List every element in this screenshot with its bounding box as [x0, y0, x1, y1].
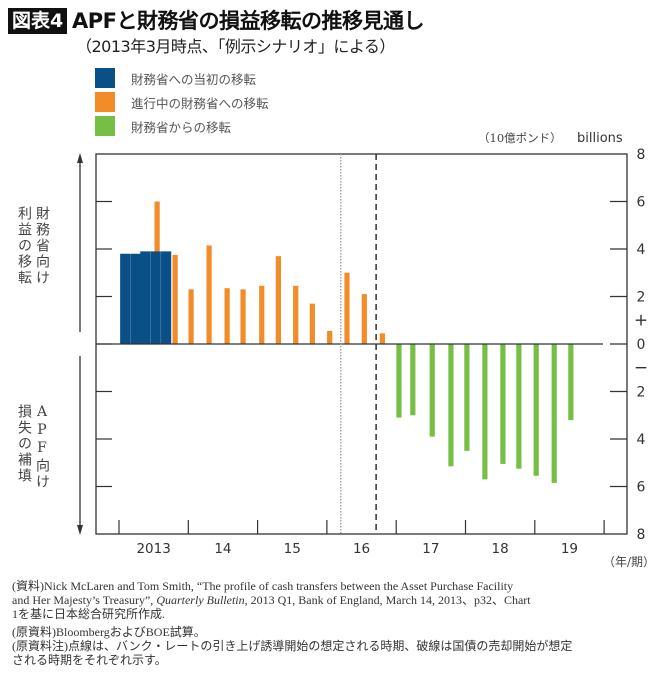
unit-label-en: billions [577, 131, 623, 146]
bar-series-2 [344, 272, 350, 344]
x-tick-label: 2013 [136, 541, 170, 557]
bar-series-2 [361, 294, 367, 344]
legend-item-initial: 財務省への当初の移転 [95, 68, 256, 88]
x-tick-label: 14 [214, 541, 231, 557]
bar-series-1 [140, 251, 151, 344]
legend-item-ongoing: 進行中の財務省への移転 [95, 92, 269, 112]
source-publication: Quarterly Bulletin [156, 593, 245, 607]
legend-label: 進行中の財務省への移転 [131, 95, 269, 111]
bar-series-3 [482, 344, 488, 480]
note-line: (原資料注)点線は、バンク・レートの引き上げ誘導開始の想定される時期、破線は国債… [12, 639, 573, 653]
bar-series-3 [516, 344, 522, 469]
source-line: 1を基に日本総合研究所作成. [12, 607, 166, 621]
y-tick-label: 4 [637, 432, 646, 448]
source-notes: (資料)Nick McLaren and Tom Smith, “The pro… [12, 579, 572, 667]
y-tick-label: 8 [637, 147, 646, 163]
x-tick-label: 19 [561, 541, 578, 557]
bar-series-2 [275, 256, 281, 344]
y-tick-label: − [634, 358, 648, 378]
bar-series-2 [206, 245, 212, 344]
figure-badge: 図表4 [8, 8, 68, 34]
bar-series-3 [429, 344, 435, 437]
bar-series-2 [309, 303, 315, 344]
chart-title: APFと財務省の損益移転の推移見通し [72, 9, 425, 33]
lower-axis-label-left: 損失の補填 [16, 404, 32, 484]
legend-swatch [95, 92, 115, 112]
bar-series-2 [293, 285, 299, 344]
bar-series-2 [259, 285, 265, 344]
bar-series-3 [410, 344, 416, 416]
y-tick-label: + [634, 310, 648, 330]
note-line: される時期をそれぞれ示す。 [12, 653, 167, 667]
x-tick-label: 17 [422, 541, 439, 557]
legend-label: 財務省からの移転 [131, 119, 232, 135]
bar-series-2 [224, 288, 230, 344]
bar-series-3 [568, 344, 574, 420]
y-tick-label: 8 [637, 527, 646, 543]
legend-swatch [95, 116, 115, 136]
y-tick-label: 2 [637, 385, 646, 401]
y-tick-label: 6 [637, 480, 646, 496]
bar-series-3 [396, 344, 402, 418]
upper-axis-label-right: 財務省向け [34, 206, 50, 286]
bar-series-3 [448, 344, 454, 467]
x-axis-unit: （年/期） [603, 555, 656, 569]
y-tick-label: 4 [637, 242, 646, 258]
bar-series-2 [172, 254, 178, 344]
source-text: and Her Majesty’s Treasury”, [12, 593, 157, 607]
up-arrow-icon [77, 153, 83, 163]
source-line: and Her Majesty’s Treasury”, Quarterly B… [12, 593, 572, 607]
source-text: , 2013 Q1, Bank of England, March 14, 20… [244, 593, 531, 607]
chart-subtitle: （2013年3月時点、「例示シナリオ」による） [76, 37, 395, 56]
down-arrow-icon [77, 525, 83, 535]
x-tick-label: 18 [492, 541, 509, 557]
bar-series-3 [500, 344, 506, 464]
bar-series-1 [130, 253, 141, 344]
legend-swatch [95, 68, 115, 88]
bar-series-1 [161, 251, 172, 344]
bar-series-2 [188, 289, 194, 344]
source-line: (資料)Nick McLaren and Tom Smith, “The pro… [12, 579, 514, 593]
lower-axis-label-right: APF向け [34, 404, 50, 490]
y-tick-label: 6 [637, 195, 646, 211]
bar-series-1 [150, 251, 161, 344]
upper-axis-label-left: 利益の移転 [16, 206, 32, 286]
x-tick-label: 16 [353, 541, 370, 557]
bar-series-3 [533, 344, 539, 476]
bar-series-2 [327, 330, 333, 344]
bar-series-1 [120, 253, 131, 344]
bar-series-3 [551, 344, 557, 483]
bar-series-2 [240, 289, 246, 344]
unit-label-jp: （10億ポンド） [478, 131, 562, 145]
x-tick-label: 15 [284, 541, 301, 557]
y-tick-label: 0 [637, 337, 646, 353]
legend-item-from-treasury: 財務省からの移転 [95, 116, 231, 136]
bar-series-3 [464, 344, 470, 451]
direction-arrows [77, 153, 83, 535]
y-tick-label: 2 [637, 290, 646, 306]
legend-label: 財務省への当初の移転 [131, 71, 257, 87]
original-source-line: (原資料)BloombergおよびBOE試算。 [12, 625, 206, 639]
bar-series-2 [379, 333, 385, 344]
